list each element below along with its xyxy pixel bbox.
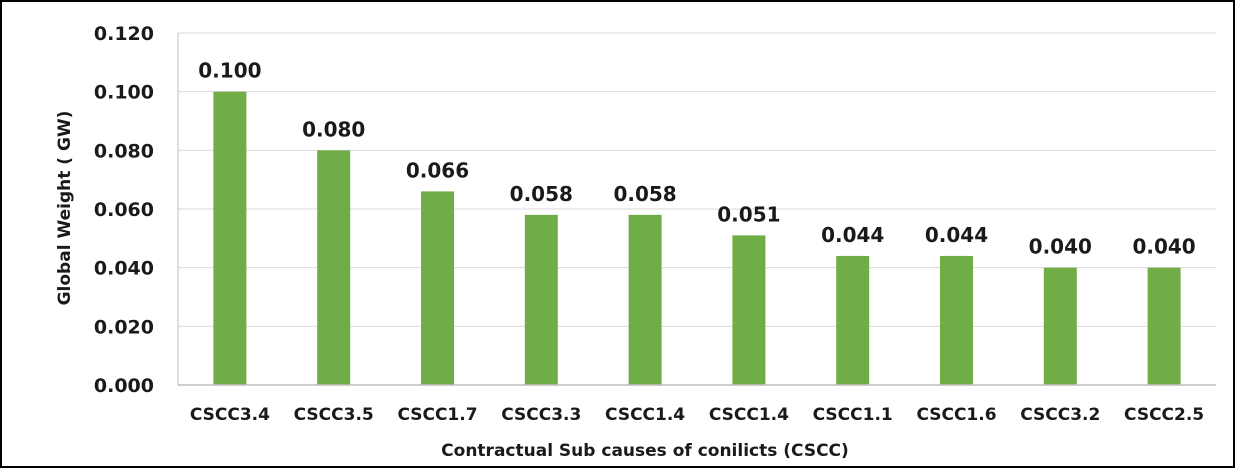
x-tick-label: CSCC1.1 (813, 405, 893, 425)
bar (732, 235, 766, 385)
bar (524, 214, 558, 385)
value-label: 0.058 (510, 182, 573, 206)
bar (1147, 267, 1181, 385)
y-tick-label: 0.000 (94, 375, 154, 397)
bar (317, 150, 351, 385)
value-label: 0.044 (821, 223, 884, 247)
y-tick-label: 0.020 (94, 316, 154, 338)
labels: 0.000 0.020 0.040 0.060 0.080 0.100 0.120 0.100… (94, 23, 1204, 425)
y-tick-label: 0.100 (94, 82, 154, 104)
value-label: 0.080 (302, 117, 365, 141)
bar (213, 91, 247, 386)
y-tick-label: 0.120 (94, 23, 154, 45)
x-axis-title: Contractual Sub causes of conilicts (CSC… (441, 441, 849, 461)
value-label: 0.066 (406, 158, 469, 182)
x-tick-label: CSCC1.4 (605, 405, 685, 425)
value-label: 0.044 (925, 223, 988, 247)
bar (836, 255, 870, 385)
x-tick-label: CSCC3.3 (501, 405, 581, 425)
bar (628, 214, 662, 385)
x-tick-label: CSCC1.4 (709, 405, 789, 425)
bar (421, 191, 454, 385)
y-axis-title: Global Weight ( GW) (55, 111, 75, 306)
y-tick-label: 0.060 (94, 199, 154, 221)
value-label: 0.051 (717, 202, 780, 226)
axes (177, 33, 1216, 386)
x-tick-label: CSCC2.5 (1124, 405, 1204, 425)
x-tick-label: CSCC3.2 (1020, 405, 1100, 425)
value-label: 0.040 (1132, 235, 1195, 259)
gridlines (178, 32, 1216, 327)
bar (1043, 267, 1077, 385)
value-label: 0.040 (1029, 235, 1092, 259)
value-label: 0.100 (198, 59, 261, 83)
bars (213, 91, 1181, 386)
x-tick-label: CSCC1.6 (916, 405, 996, 425)
value-label: 0.058 (613, 182, 676, 206)
y-tick-label: 0.040 (94, 258, 154, 280)
bar (940, 255, 973, 385)
x-tick-label: CSCC3.5 (294, 405, 374, 425)
x-tick-label: CSCC1.7 (397, 405, 477, 425)
y-tick-label: 0.080 (94, 140, 154, 162)
x-tick-label: CSCC3.4 (190, 405, 270, 425)
